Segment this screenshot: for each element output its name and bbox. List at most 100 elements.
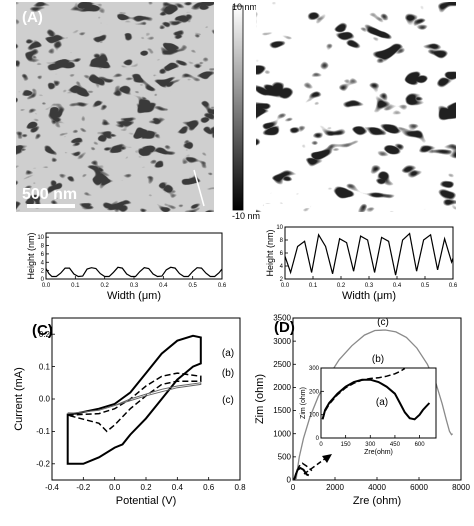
y-tick-label: 0.2 [39, 330, 51, 339]
y-tick-label: -0.1 [36, 427, 50, 436]
y-tick-label: 2 [280, 277, 284, 283]
x-axis-title: Width (μm) [342, 290, 396, 302]
nyquist-plot-d: 0 2000 4000 6000 800005001000150020002500300… [254, 314, 470, 507]
y-tick-label: 4 [41, 260, 45, 266]
y-tick-label: 200 [309, 389, 320, 395]
profile-line-b [288, 55, 318, 79]
x-axis-title: Zre(ohm) [364, 449, 393, 456]
y-tick-label: 0.1 [39, 362, 51, 371]
x-tick-label: 0.0 [109, 483, 121, 492]
x-tick-label: 600 [415, 442, 426, 448]
series-line-a [66, 334, 202, 465]
x-tick-label: 6000 [410, 483, 428, 492]
colorbar: 10 nm -10 nm [232, 2, 260, 221]
profile-line-a [193, 169, 205, 207]
x-tick-label: 150 [341, 442, 352, 448]
y-tick-label: 3500 [273, 314, 291, 323]
y-tick-label: 100 [309, 413, 320, 419]
x-tick-label: 0.8 [234, 483, 246, 492]
y-tick-label: 10 [276, 225, 283, 231]
curve-label-c: (c) [222, 395, 234, 406]
arrow-head-icon [322, 454, 332, 463]
x-tick-label: 0.3 [130, 283, 139, 289]
colorbar-bottom-label: -10 nm [232, 211, 260, 221]
y-tick-label: 2 [41, 269, 45, 275]
plot-frame [284, 226, 454, 280]
y-tick-label: 3000 [273, 337, 291, 346]
x-tick-label: 4000 [368, 483, 386, 492]
y-tick-label: 2000 [273, 383, 291, 392]
y-tick-label: -0.2 [36, 459, 50, 468]
series-line-0 [284, 232, 454, 276]
x-tick-label: 0.3 [365, 283, 374, 289]
scalebar-a [27, 204, 75, 208]
series-line-b [321, 367, 406, 420]
plot-frame [51, 317, 241, 481]
afm-image-b: (B) 500 nm [256, 2, 456, 212]
scalebar-label-a: 500 nm [22, 186, 77, 203]
y-axis-title: Height (nm) [265, 229, 275, 276]
x-tick-label: 0.1 [309, 283, 318, 289]
height-profile-b: 0.0 0.1 0.2 0.3 0.4 0.5 0.6 2 4 6 8 10 Width (μm) Hei… [265, 225, 458, 302]
height-profile-a: 0.0 0.1 0.2 0.3 0.4 0.5 0.6 0 2 4 6 8 10 Width (μm) He… [26, 232, 227, 302]
x-tick-label: -0.2 [76, 483, 90, 492]
x-tick-label: 0.2 [337, 283, 346, 289]
y-axis-title: Zim (ohm) [254, 374, 266, 424]
curve-label-b: (b) [372, 354, 384, 365]
x-tick-label: 0.5 [188, 283, 197, 289]
x-tick-label: 0.4 [393, 283, 402, 289]
curve-label-c: (c) [377, 317, 389, 328]
y-tick-label: 1000 [273, 429, 291, 438]
x-tick-label: 0.2 [140, 483, 152, 492]
y-tick-label: 6 [280, 251, 284, 257]
scalebar-b [264, 204, 310, 208]
x-tick-label: 450 [390, 442, 401, 448]
curve-label-a: (a) [376, 397, 388, 408]
colorbar-top-label: 10 nm [232, 2, 257, 12]
y-axis-title: Current (mA) [13, 367, 25, 431]
x-tick-label: 0 [291, 483, 296, 492]
x-tick-label: 2000 [326, 483, 344, 492]
series-line-b [67, 372, 202, 433]
x-tick-label: 0.4 [159, 283, 168, 289]
x-tick-label: 0.6 [203, 483, 215, 492]
cyclic-voltammogram-c: -0.4 -0.2 0.0 0.2 0.4 0.6 0.8 -0.2 -0.1 0.0 0.1 0.2… [13, 317, 246, 507]
x-tick-label: 0.0 [42, 283, 51, 289]
y-tick-label: 500 [278, 453, 292, 462]
curve-label-b: (b) [222, 368, 234, 379]
curve-label-a: (a) [222, 348, 234, 359]
y-tick-label: 0 [41, 277, 45, 283]
x-tick-label: 0.6 [218, 283, 227, 289]
x-axis-title: Width (μm) [107, 290, 161, 302]
y-tick-label: 0 [287, 476, 292, 485]
x-tick-label: 0 [319, 442, 323, 448]
x-axis-title: Potential (V) [116, 495, 177, 507]
x-tick-label: 8000 [452, 483, 470, 492]
y-tick-label: 10 [37, 235, 44, 241]
panel-letter-c: (C) [32, 322, 53, 339]
series-line-a [293, 466, 310, 480]
y-tick-label: 2500 [273, 360, 291, 369]
x-tick-label: 0.6 [449, 283, 458, 289]
y-tick-label: 8 [280, 238, 284, 244]
y-tick-label: 0.0 [39, 395, 51, 404]
y-tick-label: 300 [309, 366, 320, 372]
y-tick-label: 8 [41, 244, 45, 250]
x-tick-label: 0.2 [100, 283, 109, 289]
y-tick-label: 4 [280, 264, 284, 270]
series-line-c [67, 382, 202, 415]
series-line-a [321, 378, 431, 421]
panel-letter-b: (B) [260, 9, 281, 26]
series-line-c [295, 329, 454, 481]
panel-letter-a: (A) [22, 9, 43, 26]
panel-letter-d: (D) [274, 319, 295, 336]
afm-image-a: (A) 500 nm [16, 2, 214, 212]
y-axis-title: Height (nm) [26, 232, 36, 279]
x-tick-label: 300 [365, 442, 376, 448]
x-tick-label: 0.4 [172, 483, 184, 492]
arrow-shaft [303, 457, 327, 475]
y-tick-label: 6 [41, 252, 45, 258]
inset-frame [320, 367, 437, 439]
